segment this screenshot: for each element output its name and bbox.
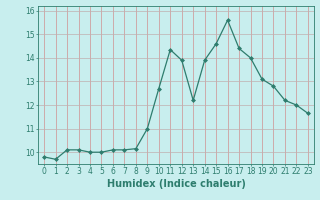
X-axis label: Humidex (Indice chaleur): Humidex (Indice chaleur) bbox=[107, 179, 245, 189]
